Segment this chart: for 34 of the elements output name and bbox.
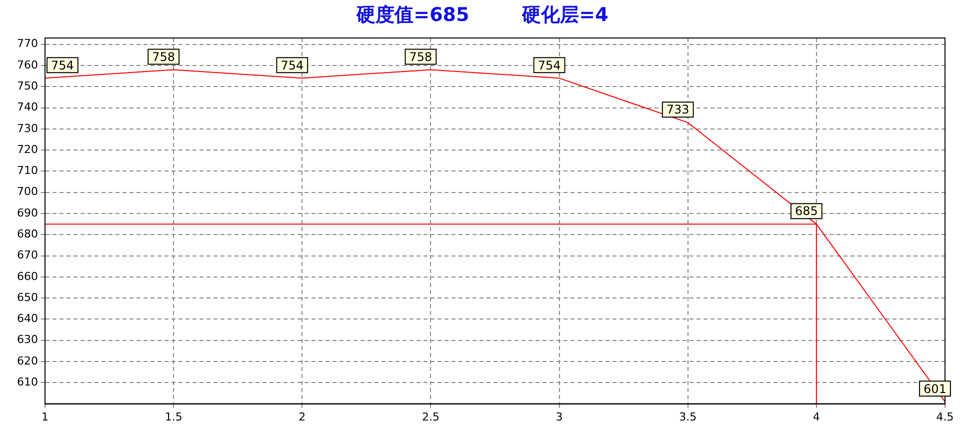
data-label: 754	[280, 58, 304, 72]
y-tick-label: 690	[17, 206, 38, 220]
y-tick-label: 710	[17, 164, 38, 178]
y-tick-label: 700	[17, 185, 38, 198]
y-tick-label: 770	[17, 37, 38, 50]
y-tick-label: 670	[17, 248, 38, 262]
y-tick-label: 610	[17, 376, 38, 389]
x-tick-label: 3.5	[679, 410, 697, 424]
y-tick-label: 660	[17, 270, 38, 283]
y-tick-label: 620	[17, 354, 38, 368]
data-label: 733	[666, 102, 690, 117]
x-tick-label: 1.5	[164, 410, 182, 424]
data-label: 754	[538, 58, 561, 72]
x-tick-label: 1	[42, 410, 48, 424]
y-tick-label: 760	[17, 58, 38, 72]
x-tick-label: 3	[556, 410, 563, 424]
data-label: 758	[409, 50, 432, 64]
y-tick-label: 650	[17, 290, 38, 304]
y-tick-label: 730	[17, 122, 38, 135]
chart-title: 硬度值=685 硬化层=4	[355, 3, 610, 28]
y-tick-label: 630	[17, 333, 38, 346]
x-tick-label: 4	[812, 410, 820, 424]
data-label: 758	[152, 50, 176, 64]
x-tick-label: 4.5	[936, 410, 954, 424]
y-tick-label: 750	[17, 79, 38, 92]
x-tick-label: 2.5	[422, 410, 440, 424]
y-tick-label: 720	[17, 142, 38, 156]
data-label: 754	[51, 58, 74, 72]
x-tick-label: 2	[298, 410, 306, 424]
y-tick-label: 680	[17, 228, 38, 241]
data-label: 601	[924, 382, 946, 396]
data-label: 685	[794, 204, 818, 218]
y-tick-label: 740	[17, 100, 38, 114]
y-tick-label: 640	[17, 312, 38, 326]
